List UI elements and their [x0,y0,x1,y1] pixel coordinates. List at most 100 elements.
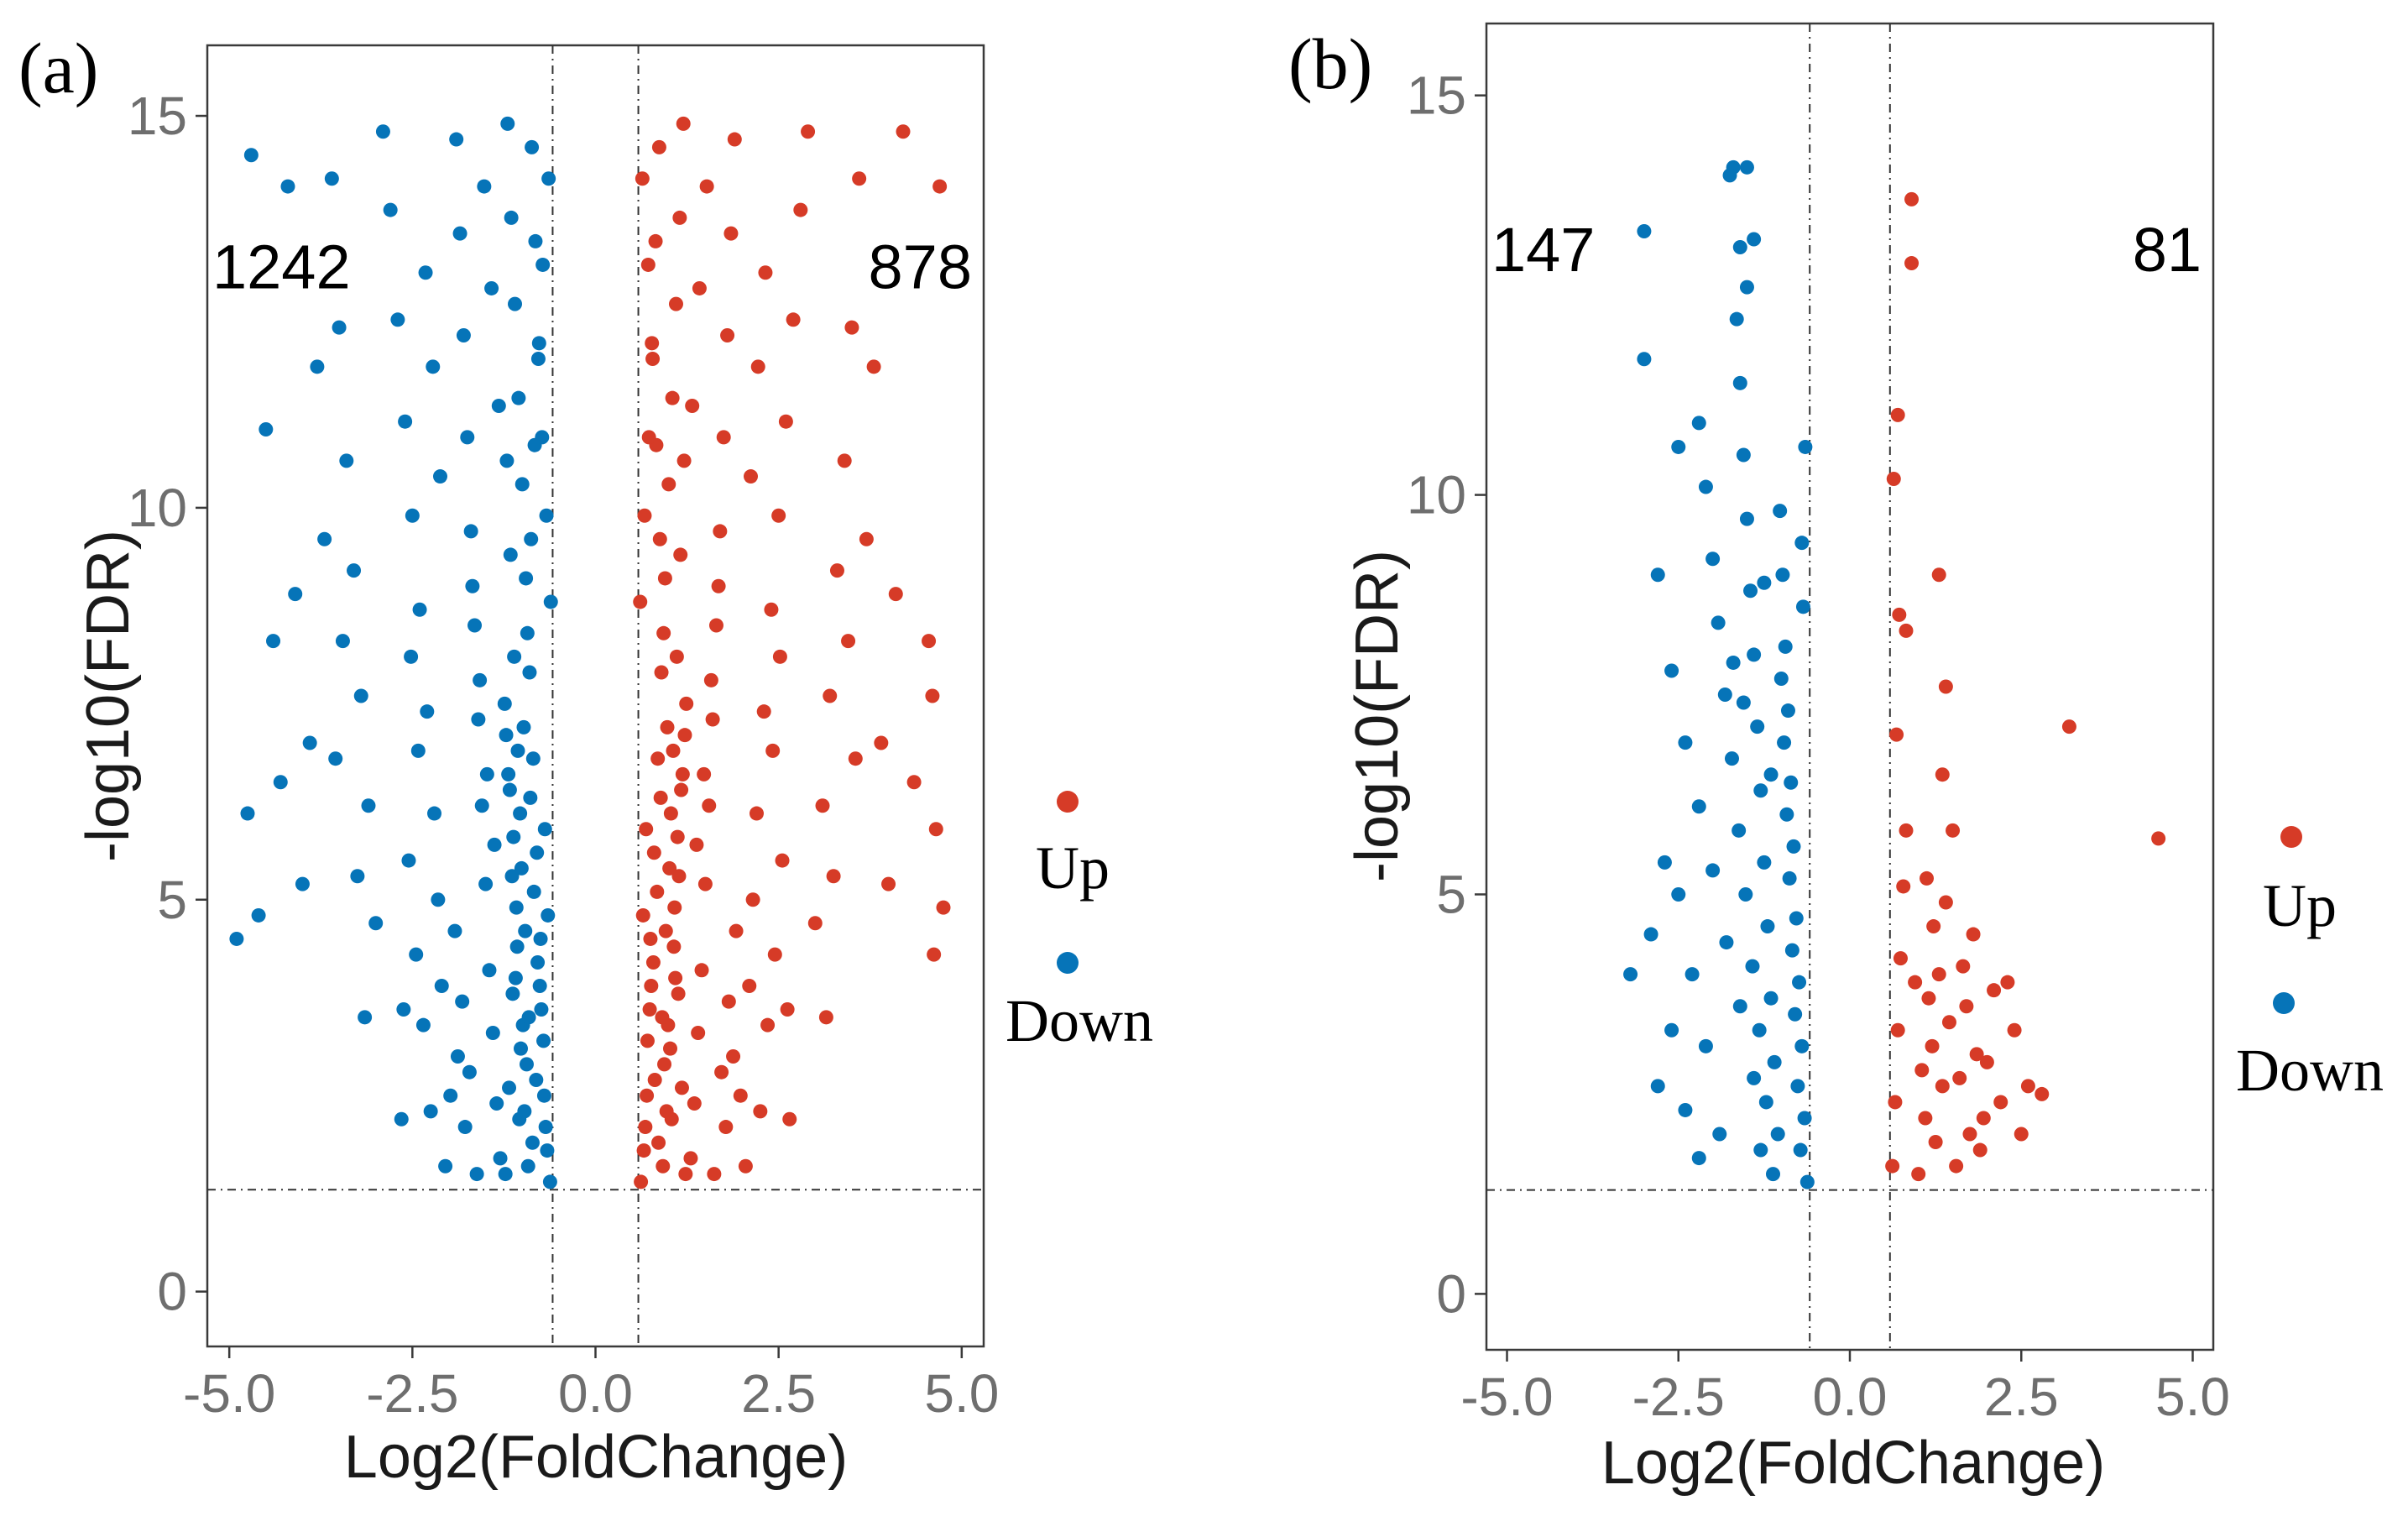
panel-b-point-down [1753,783,1768,798]
panel-a-point-down [493,1151,508,1166]
panel-b-point-down [1739,280,1754,295]
panel-a-point-down [427,806,442,821]
panel-a-point-down [358,1010,373,1025]
panel-b-point-up [1938,895,1953,910]
panel-a-point-up [932,179,948,194]
panel-b-point-up [1938,679,1953,694]
panel-a-point-up [697,876,713,891]
panel-a-point-up [676,453,692,468]
panel-b-point-down [1763,991,1779,1006]
panel-b-point-down [1752,1022,1767,1038]
panel-a-point-up [676,116,691,131]
panel-a-point-down [487,837,502,852]
panel-a-point-down [535,430,550,445]
panel-a-point-up [807,916,823,931]
panel-a-point-up [657,1057,672,1072]
panel-a-point-up [673,547,688,562]
panel-a-point-up [699,179,714,194]
panel-a-point-down [525,139,540,154]
panel-b-point-down [1650,567,1665,583]
panel-b-point-up [1946,823,1961,838]
panel-a-point-up [925,688,940,703]
panel-a-point-down [501,766,516,782]
panel-b-point-down [1773,504,1788,519]
panel-a-point-down [266,634,281,649]
panel-a-point-down [532,978,547,993]
panel-a-point-up [711,578,726,593]
panel-a-point-down [515,477,530,492]
panel-b-point-down [1678,735,1693,750]
panel-b-point-up [2000,975,2015,990]
panel-a-point-down [396,1001,411,1017]
panel-b-point-down [1739,511,1754,526]
panel-b-point-down [1770,1127,1785,1142]
panel-b-legend-up-label: Up [2263,872,2337,939]
panel-a-point-up [654,665,669,680]
panel-b-point-up [1904,256,1920,271]
panel-a-point-up [829,563,844,578]
panel-a-point-up [645,351,661,366]
panel-a-point-up [753,1104,768,1119]
panel-a-point-up [826,869,841,884]
panel-a-point-up [635,171,650,186]
panel-a-point-down [418,265,433,280]
panel-a-point-down [541,171,556,186]
panel-b-point-down [1678,1102,1693,1117]
panel-a-point-up [674,782,689,797]
panel-b-y-axis-title: -log10(FDR) [1344,550,1411,882]
panel-a-point-down [505,986,520,1001]
panel-a-point-up [705,712,720,727]
panel-a-point-up [666,939,682,954]
panel-a-point-down [513,806,528,821]
panel-b-point-up [1918,1111,1933,1126]
panel-a-point-up [707,1167,722,1182]
panel-a-point-up [661,477,676,492]
panel-a-point-down [498,1167,513,1182]
panel-a-point-up [636,1143,651,1158]
panel-a-point-down [539,508,554,523]
panel-a-point-up [638,1120,653,1135]
panel-a-point-down [350,869,365,884]
panel-a-point-up [670,829,685,844]
panel-a-point-up [643,931,658,946]
panel-a-point-down [502,1080,517,1095]
panel-a-point-up [714,1064,729,1080]
panel-a-point-down [455,994,470,1009]
panel-a-point-down [375,124,390,139]
panel-a-point-down [529,1073,544,1088]
panel-a-point-up [656,625,671,640]
panel-b-point-up [2020,1079,2035,1094]
panel-a-point-up [644,978,659,993]
panel-a-point-up [782,1111,797,1127]
panel-a-point-up [738,1158,753,1174]
panel-a-point-up [780,1001,795,1017]
panel-b-point-down [1732,823,1747,838]
panel-a-x-tick-label: -2.5 [366,1363,458,1424]
panel-b-point-down [1782,870,1797,886]
panel-a-point-up [666,743,681,758]
panel-b-point-down [1705,863,1721,878]
panel-a-point-down [288,587,303,602]
panel-a-point-up [653,790,668,805]
panel-b-x-axis-title: Log2(FoldChange) [1601,1430,2105,1497]
panel-a-point-up [859,531,874,546]
panel-a-point-down [497,696,512,711]
panel-a-point-down [457,1120,473,1135]
panel-a-point-up [729,923,744,938]
panel-a-point-up [703,672,718,687]
panel-a-point-up [675,766,690,782]
panel-b-point-down [1698,1038,1713,1053]
panel-a-point-down [516,719,531,735]
panel-a-point-down [503,547,518,562]
panel-a-legend-down-label: Down [1006,987,1153,1054]
panel-b-point-down [1753,1142,1768,1158]
panel-a-point-down [502,782,517,797]
panel-a-point-down [401,853,416,868]
panel-b-point-down [1795,599,1810,614]
panel-a: (a) -5.0 -2.5 0.0 2.5 5.0 0 5 10 15 1242 878 Log2(… [18,28,1153,1491]
panel-a-point-down [519,571,534,586]
panel-a-point-up [702,798,717,813]
panel-a-point-up [662,860,677,876]
panel-a-point-down [521,1010,536,1025]
panel-a-point-down [506,829,521,844]
